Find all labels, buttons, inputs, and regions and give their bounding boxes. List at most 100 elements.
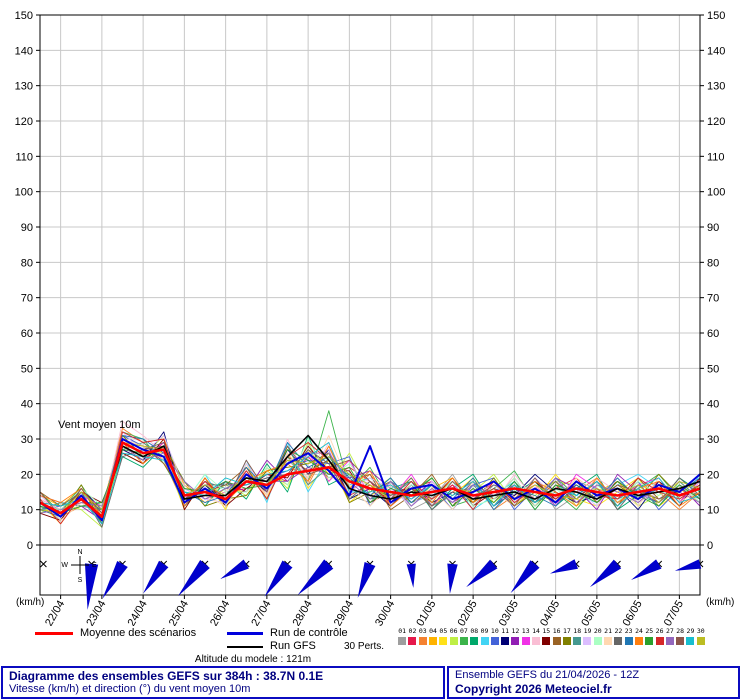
- pert-number: 13: [521, 627, 530, 635]
- pert-cell-16: 16: [551, 627, 561, 645]
- y-tick-label-left: 20: [21, 469, 33, 481]
- pert-cell-04: 04: [428, 627, 438, 645]
- pert-color-swatch: [408, 637, 417, 645]
- pert-cell-21: 21: [603, 627, 613, 645]
- x-axis-date-label: 02/05: [456, 599, 480, 627]
- wind-arrow: [84, 563, 99, 610]
- y-tick-label-right: 140: [707, 45, 725, 57]
- pert-cell-20: 20: [593, 627, 603, 645]
- wind-arrow: [631, 559, 662, 580]
- y-tick-label-right: 50: [707, 363, 719, 375]
- pert-number: 22: [614, 627, 623, 635]
- pert-cell-05: 05: [438, 627, 448, 645]
- pert-cell-25: 25: [644, 627, 654, 645]
- pert-color-swatch: [470, 637, 479, 645]
- wind-arrow: [466, 559, 498, 588]
- pert-number: 29: [686, 627, 695, 635]
- wind-arrow: [297, 559, 334, 596]
- y-tick-label-right: 10: [707, 505, 719, 517]
- wind-arrow: [143, 560, 169, 594]
- wind-arrow: [589, 559, 622, 588]
- pert-cell-24: 24: [634, 627, 644, 645]
- control-line-sample: [227, 632, 263, 635]
- gridlines: [40, 14, 700, 595]
- pert-color-swatch: [501, 637, 510, 645]
- y-tick-label-left: 120: [15, 116, 33, 128]
- y-tick-label-left: 70: [21, 293, 33, 305]
- pert-number: 23: [624, 627, 633, 635]
- pert-number: 01: [398, 627, 407, 635]
- pert-cell-28: 28: [675, 627, 685, 645]
- wind-point-cross: [40, 560, 47, 568]
- pert-cell-02: 02: [407, 627, 417, 645]
- pert-number: 20: [593, 627, 602, 635]
- wind-arrow: [549, 559, 578, 574]
- pert-color-swatch: [624, 637, 633, 645]
- y-tick-label-left: 10: [21, 505, 33, 517]
- pert-number: 24: [635, 627, 643, 635]
- diagram-title: Diagramme des ensembles GEFS sur 384h : …: [9, 669, 324, 683]
- pert-color-swatch: [542, 637, 551, 645]
- footer-run-box: Ensemble GEFS du 21/04/2026 - 12Z Copyri…: [447, 666, 740, 699]
- pert-number: 11: [501, 627, 510, 635]
- y-tick-label-right: 110: [707, 151, 725, 163]
- pert-color-swatch: [511, 637, 520, 645]
- y-tick-label-left: 110: [15, 151, 33, 163]
- pert-cell-23: 23: [624, 627, 634, 645]
- pert-number: 28: [676, 627, 685, 635]
- pert-color-swatch: [398, 637, 407, 645]
- wind-arrow: [220, 559, 249, 579]
- control-legend-label: Run de contrôle: [270, 627, 348, 639]
- pert-cell-19: 19: [582, 627, 592, 645]
- pert-color-swatch: [418, 637, 427, 645]
- member-line-25: [39, 449, 701, 514]
- pert-color-swatch: [552, 637, 561, 645]
- y-tick-label-left: 150: [15, 10, 33, 22]
- x-axis-date-label: 27/04: [249, 599, 273, 627]
- x-axis-date-label: 25/04: [167, 599, 191, 627]
- y-tick-label-left: 30: [21, 434, 33, 446]
- y-tick-label-right: 150: [707, 10, 725, 22]
- pert-number: 07: [460, 627, 468, 635]
- copyright: Copyright 2026 Meteociel.fr: [455, 682, 612, 696]
- y-tick-label-right: 90: [707, 222, 719, 234]
- member-line-28: [39, 438, 701, 518]
- pert-cell-01: 01: [397, 627, 407, 645]
- pert-cell-08: 08: [469, 627, 479, 645]
- pert-color-swatch: [604, 637, 613, 645]
- pert-cell-22: 22: [613, 627, 623, 645]
- wind-arrow: [674, 559, 702, 571]
- pert-color-swatch: [429, 637, 438, 645]
- inner-plot-label: Vent moyen 10m: [58, 419, 141, 431]
- diagram-subtitle: Vitesse (km/h) et direction (°) du vent …: [9, 683, 251, 695]
- compass-w: W: [61, 562, 68, 569]
- wind-arrow: [447, 563, 458, 594]
- wind-arrow: [264, 560, 293, 597]
- mean-line-sample: [35, 632, 73, 635]
- pert-color-swatch: [645, 637, 654, 645]
- pert-number: 30: [696, 627, 705, 635]
- pert-cell-10: 10: [490, 627, 500, 645]
- unit-label-left: (km/h): [16, 597, 44, 608]
- pert-number: 03: [418, 627, 427, 635]
- pert-color-swatch: [676, 637, 685, 645]
- pert-color-swatch: [439, 637, 448, 645]
- main-series-lines: [39, 434, 701, 522]
- gfs-line-sample: [227, 646, 263, 648]
- pert-color-swatch: [686, 637, 695, 645]
- y-tick-label-right: 0: [707, 540, 713, 552]
- y-tick-label-left: 0: [27, 540, 33, 552]
- series-line-Moyenne des scénarios: [39, 441, 701, 518]
- pert-cell-14: 14: [531, 627, 541, 645]
- pert-color-swatch: [480, 637, 489, 645]
- pert-cell-27: 27: [665, 627, 675, 645]
- gfs-legend-label: Run GFS: [270, 640, 316, 652]
- pert-number: 15: [542, 627, 551, 635]
- model-altitude-label: Altitude du modele : 121m: [194, 654, 312, 665]
- wind-arrow: [178, 559, 210, 597]
- x-axis-date-label: 07/05: [662, 599, 686, 627]
- x-axis-date-label: 22/04: [43, 599, 67, 627]
- x-axis-date-label: 29/04: [332, 599, 356, 627]
- run-info: Ensemble GEFS du 21/04/2026 - 12Z: [455, 669, 640, 681]
- pert-cell-17: 17: [562, 627, 572, 645]
